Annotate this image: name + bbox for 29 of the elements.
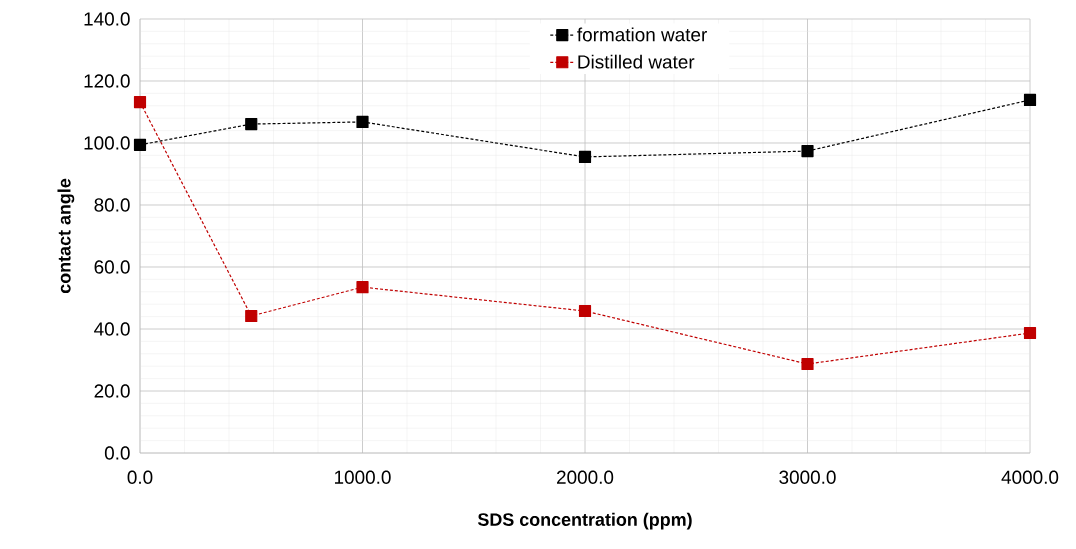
point [578, 304, 592, 318]
x-axis-title: SDS concentration (ppm) [477, 512, 692, 530]
x-tick-label: 3000.0 [779, 470, 836, 484]
point [356, 281, 369, 294]
legend-label: formation water [577, 27, 707, 42]
y-axis-title: contact angle [57, 178, 75, 294]
x-tick-label: 0.0 [127, 470, 153, 484]
x-tick-label: 1000.0 [334, 470, 391, 484]
y-tick-label: 100.0 [84, 136, 130, 150]
x-tick-label: 4000.0 [1001, 470, 1059, 484]
point [356, 115, 369, 128]
point [578, 150, 592, 164]
point [801, 357, 814, 371]
point [1023, 93, 1037, 106]
y-tick-label: 40.0 [94, 322, 130, 336]
point [133, 96, 147, 109]
point [133, 138, 147, 151]
point [245, 309, 258, 323]
point [1023, 326, 1037, 340]
y-tick-label: 140.0 [84, 12, 130, 26]
y-tick-label: 120.0 [84, 74, 130, 88]
point [801, 144, 814, 158]
x-tick-label: 2000.0 [557, 470, 614, 484]
legend-label: Distilled water [578, 54, 695, 69]
point [245, 118, 258, 131]
y-tick-label: 0.0 [104, 446, 130, 460]
y-tick-label: 20.0 [94, 384, 130, 398]
y-tick-label: 80.0 [94, 198, 130, 212]
y-tick-label: 60.0 [94, 260, 130, 274]
